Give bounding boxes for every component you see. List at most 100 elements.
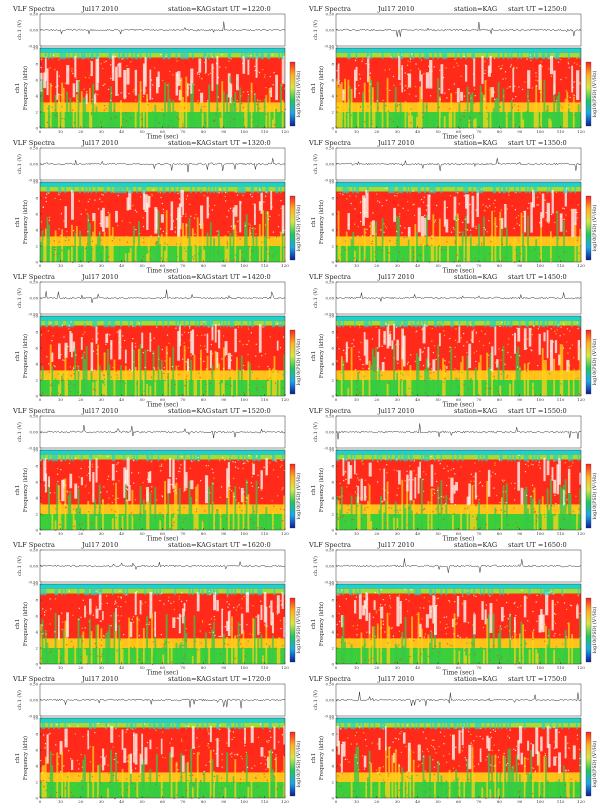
spectrogram-speckle bbox=[217, 252, 218, 253]
spectrogram-speckle bbox=[360, 106, 361, 107]
spectrogram-speckle bbox=[485, 661, 486, 662]
spectrogram-gap bbox=[192, 726, 195, 749]
spectrogram-speckle bbox=[566, 77, 567, 78]
spectrogram-speckle bbox=[566, 189, 567, 190]
spectrogram-streak bbox=[367, 53, 369, 59]
spectrogram-speckle bbox=[118, 64, 119, 65]
spectrogram-speckle bbox=[570, 605, 571, 606]
spectrogram-streak bbox=[552, 521, 554, 530]
spectrogram-streak bbox=[198, 647, 200, 664]
freq-tick-label: 10 bbox=[329, 582, 335, 587]
spectrogram-speckle bbox=[510, 66, 511, 67]
spectrogram-speckle bbox=[172, 525, 173, 526]
spectrogram-streak bbox=[338, 500, 340, 530]
spectrogram-streak bbox=[432, 214, 434, 262]
spectrogram-speckle bbox=[578, 370, 579, 371]
spectrogram-gap bbox=[277, 341, 279, 351]
spectrogram-streak bbox=[547, 589, 549, 595]
spectrogram-speckle bbox=[117, 615, 118, 616]
spectrogram-streak bbox=[220, 507, 222, 530]
spectrogram-speckle bbox=[79, 80, 80, 81]
spectrogram-speckle bbox=[446, 633, 447, 634]
spectrogram-speckle bbox=[560, 383, 561, 384]
spectrogram-speckle bbox=[395, 510, 396, 511]
spectrogram-streak bbox=[553, 359, 555, 396]
spectrogram-speckle bbox=[383, 599, 384, 600]
spectrogram-streak bbox=[506, 110, 508, 128]
spectrogram-speckle bbox=[164, 459, 165, 460]
spectrogram-speckle bbox=[453, 468, 454, 469]
spectrogram-streak bbox=[164, 381, 166, 396]
spectrogram-speckle bbox=[470, 230, 471, 231]
spectrogram-speckle bbox=[429, 658, 430, 659]
spectrogram-speckle bbox=[85, 627, 86, 628]
spectrogram-speckle bbox=[262, 326, 263, 327]
spectrogram-speckle bbox=[282, 388, 283, 389]
spectrogram-streak bbox=[135, 321, 137, 327]
spectrogram-speckle bbox=[106, 108, 107, 109]
spectrogram-streak bbox=[81, 91, 83, 128]
spectrogram-speckle bbox=[511, 638, 512, 639]
spectrogram-speckle bbox=[160, 54, 161, 55]
spectrogram-speckle bbox=[342, 495, 343, 496]
spectrogram-speckle bbox=[356, 474, 357, 475]
time-tick-label: 50 bbox=[436, 531, 442, 536]
spectrogram-speckle bbox=[509, 245, 510, 246]
spectrogram-speckle bbox=[248, 329, 249, 330]
spectrogram-speckle bbox=[101, 245, 102, 246]
spectrogram-speckle bbox=[111, 343, 112, 344]
time-tick-label: 50 bbox=[140, 397, 146, 402]
spectrogram-streak bbox=[169, 504, 171, 530]
spectrogram-speckle bbox=[380, 604, 381, 605]
spectrogram-speckle bbox=[349, 638, 350, 639]
spectrogram-speckle bbox=[118, 596, 119, 597]
spectrogram-speckle bbox=[559, 108, 560, 109]
spectrogram-speckle bbox=[382, 501, 383, 502]
spectrogram-speckle bbox=[51, 85, 52, 86]
spectrogram-speckle bbox=[49, 217, 50, 218]
spectrogram-speckle bbox=[270, 76, 271, 77]
spectrogram-speckle bbox=[398, 512, 399, 513]
spectrogram-streak bbox=[419, 321, 421, 327]
spectrogram-streak bbox=[576, 508, 578, 530]
spectrogram-speckle bbox=[139, 101, 140, 102]
spectrogram-gap bbox=[207, 334, 209, 353]
spectrogram-streak bbox=[244, 108, 246, 128]
spectrogram-speckle bbox=[414, 215, 415, 216]
spectrogram-speckle bbox=[361, 519, 362, 520]
spectrogram-gap bbox=[96, 609, 99, 619]
spectrogram-streak bbox=[56, 753, 58, 798]
spectrogram-gap bbox=[543, 458, 545, 481]
spectrogram-streak bbox=[65, 455, 67, 461]
spectrogram-speckle bbox=[523, 211, 524, 212]
spectrogram-speckle bbox=[540, 457, 541, 458]
spectrogram-speckle bbox=[107, 479, 108, 480]
spectrogram-streak bbox=[122, 769, 124, 798]
spectrogram-speckle bbox=[535, 394, 536, 395]
spectrogram-speckle bbox=[60, 657, 61, 658]
spectrogram-speckle bbox=[231, 385, 232, 386]
spectrogram-speckle bbox=[384, 490, 385, 491]
spectrogram-speckle bbox=[126, 500, 127, 501]
spectrogram-speckle bbox=[185, 216, 186, 217]
spectrogram-streak bbox=[267, 53, 269, 59]
spectrogram-speckle bbox=[208, 74, 209, 75]
spectrogram-speckle bbox=[528, 465, 529, 466]
spectrogram-speckle bbox=[386, 324, 387, 325]
spectrogram-speckle bbox=[376, 249, 377, 250]
spectrogram-streak bbox=[207, 187, 209, 193]
spectrogram-streak bbox=[208, 321, 210, 327]
spectrogram-speckle bbox=[569, 365, 570, 366]
spectrogram-streak bbox=[506, 321, 508, 327]
spectrogram-speckle bbox=[118, 94, 119, 95]
spectrogram-speckle bbox=[257, 475, 258, 476]
spectrogram-speckle bbox=[568, 112, 569, 113]
freq-tick-label: 2 bbox=[35, 646, 38, 651]
spectrogram-speckle bbox=[274, 124, 275, 125]
spectrogram-speckle bbox=[408, 113, 409, 114]
spectrogram-speckle bbox=[62, 325, 63, 326]
ch1-tick-label: 0.50 bbox=[326, 548, 335, 553]
spectrogram-speckle bbox=[90, 75, 91, 76]
spectrogram-streak bbox=[228, 237, 230, 262]
spectrogram-speckle bbox=[502, 79, 503, 80]
